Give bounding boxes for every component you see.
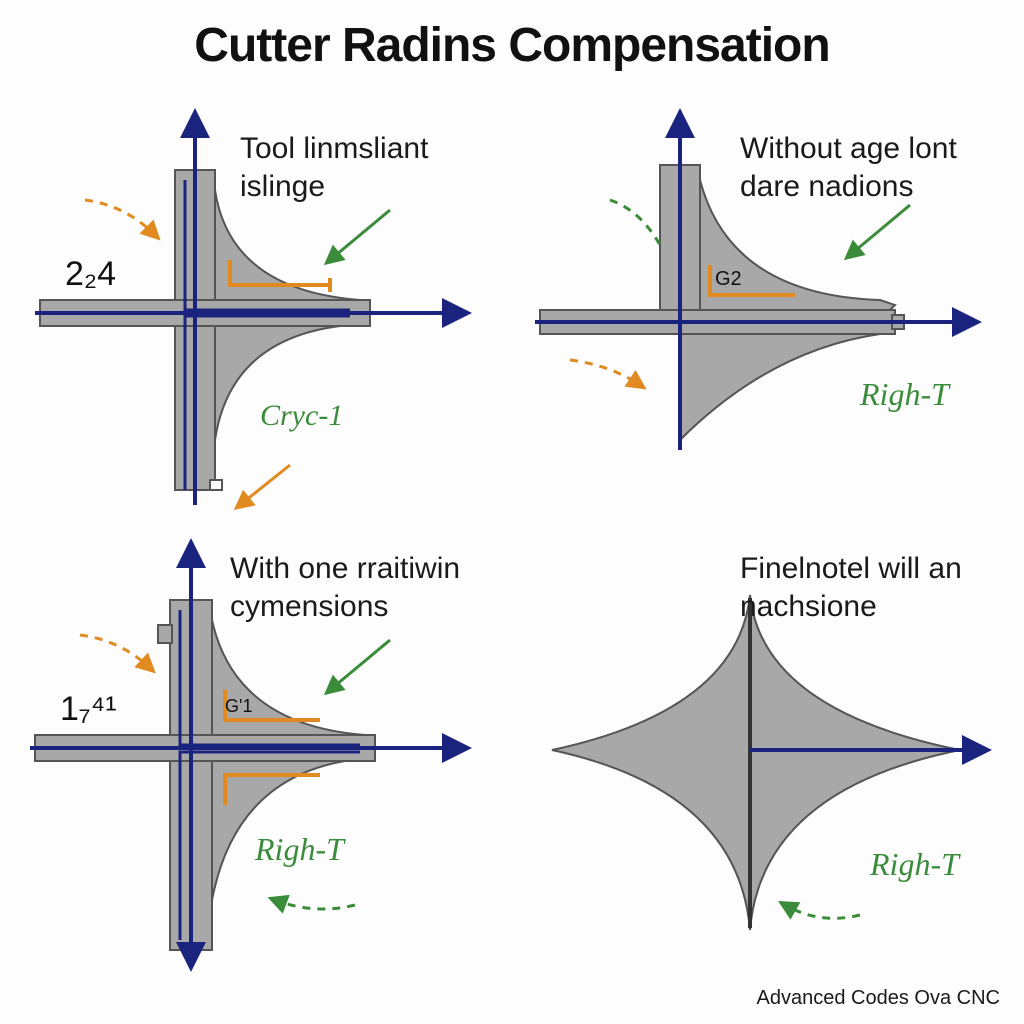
diagram-panel-br: Finelnotel will an nachsione Righ-T [540,540,1010,960]
caption-line: With one rraitiwin [230,552,460,585]
caption-line: islinge [240,170,325,203]
orange-arrow [240,465,290,505]
green-arc [785,905,860,918]
green-arrow [850,205,910,255]
caption-line: Finelnotel will an [740,552,962,585]
caption-line: cymensions [230,590,388,623]
side-number: 1₇⁴¹ [60,690,117,728]
caption-line: dare nadions [740,170,913,203]
caption-line: Without age lont [740,132,957,165]
green-arrow [330,640,390,690]
orange-arc [570,360,640,385]
green-arc [610,200,660,245]
caption-bl: With one rraitiwin cymensions [230,550,460,625]
green-label: Righ-T [869,846,961,882]
green-arrow [330,210,390,260]
green-label: Righ-T [254,831,346,867]
green-arc [275,900,355,909]
caption-tr: Without age lont dare nadions [740,130,957,205]
caption-tl: Tool linmsliant islinge [240,130,428,205]
footer-text: Advanced Codes Ova CNC [757,987,1000,1010]
diagram-panel-tl: Tool linmsliant islinge [30,110,500,530]
caption-line: nachsione [740,590,877,623]
diagram-panel-bl: With one rraitiwin cymensions [30,540,500,960]
shape-body [35,600,375,950]
page-title: Cutter Radins Compensation [0,18,1024,73]
caption-line: Tool linmsliant [240,132,428,165]
caption-br: Finelnotel will an nachsione [740,550,962,625]
orange-arc [80,635,150,668]
orange-arc [85,200,155,235]
green-label: Righ-T [859,376,951,412]
inner-label: G'1 [225,696,252,716]
shape-body [40,170,370,490]
inner-label: G2 [715,268,742,290]
shape-body [540,165,904,440]
diagram-panel-tr: Without age lont dare nadions [540,110,1010,530]
side-number: 2₂4 [65,255,116,293]
green-label: Cryc-1 [260,399,343,432]
